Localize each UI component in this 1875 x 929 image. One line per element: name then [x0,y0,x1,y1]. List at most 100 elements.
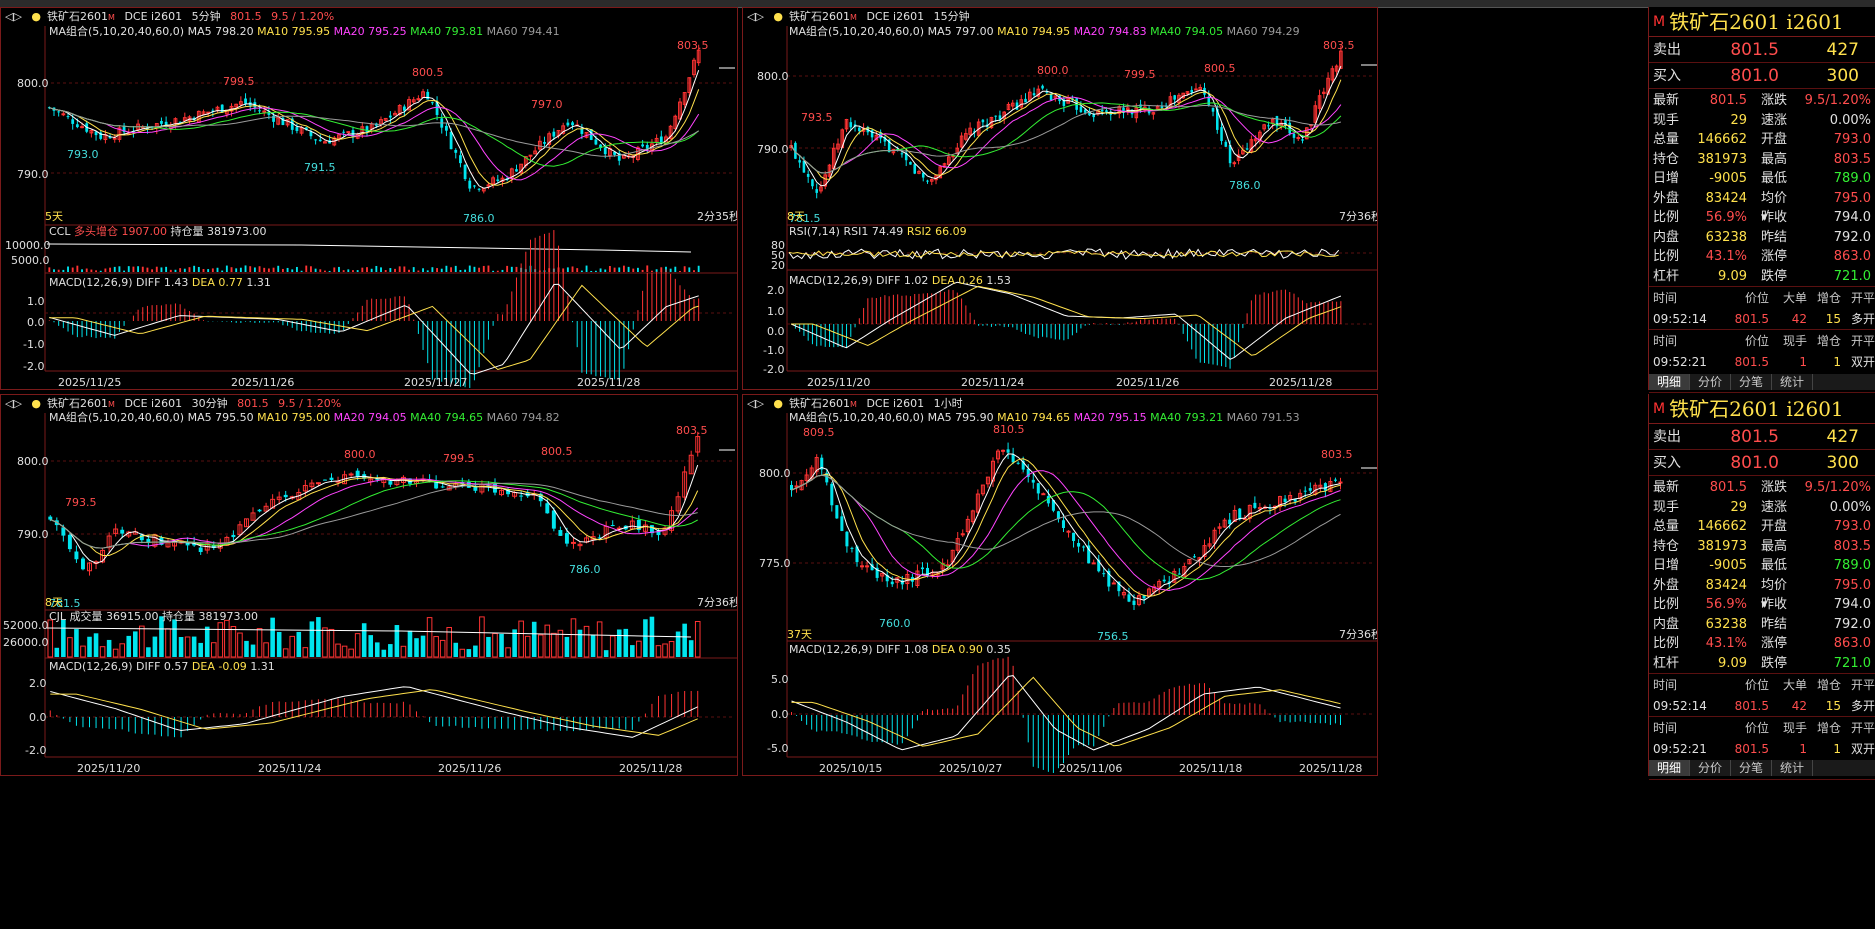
candle-body [434,480,439,489]
ask-row[interactable]: 卖出 801.5 427 [1649,37,1875,63]
symbol-name[interactable]: 铁矿石2601 [47,397,109,410]
ask-row[interactable]: 卖出 801.5 427 [1649,424,1875,450]
chart-panel-1hour[interactable]: ◁▷ ● 铁矿石2601M DCE i2601 1小时 MA组合(5,10,20,… [742,394,1378,776]
tick-time: 09:52:21 [1653,355,1707,369]
ma-title[interactable]: MA组合(5,10,20,40,60,0) [49,411,185,424]
candle-body [1284,119,1287,126]
candle-body [61,527,66,536]
sub-indicator-select[interactable]: CCL [49,225,71,238]
period-select[interactable]: 5分钟 [191,10,221,23]
volume-bar [384,270,387,272]
tick-list[interactable]: 时间 价位 大单 增仓 开平 09:52:14 801.5 42 15 多开 [1649,287,1875,330]
volume-bar [433,636,439,658]
tab-0[interactable]: 明细 [1649,760,1691,776]
candle-body [250,512,256,521]
chart-panel-15min[interactable]: ◁▷ ● 铁矿石2601M DCE i2601 15分钟 MA组合(5,10,20… [742,7,1378,390]
period-select[interactable]: 30分钟 [191,397,228,410]
tab-3[interactable]: 统计 [1772,760,1814,776]
symbol-dot-icon: ● [773,10,784,23]
volume-bar [302,647,309,658]
y-axis-label: 1.0 [27,295,45,308]
candle-body [295,127,299,131]
kline-chart[interactable] [1,8,738,390]
tab-0[interactable]: 明细 [1649,374,1691,390]
candle-body [66,116,70,118]
tick-row[interactable]: 09:52:14 801.5 42 15 多开 [1649,309,1875,329]
kline-chart[interactable] [743,395,1378,776]
volume-bar [643,619,648,657]
candle-body [342,131,346,133]
bid-row[interactable]: 买入 801.0 300 [1649,63,1875,89]
symbol-name[interactable]: 铁矿石2601 [47,10,109,23]
ma-title[interactable]: MA组合(5,10,20,40,60,0) [789,411,925,424]
candle-body [1041,85,1044,89]
y-axis-label: 790.0 [17,168,49,181]
ask-volume: 427 [1826,427,1859,447]
volume-bar [210,642,217,658]
candle-body [675,496,681,512]
candle-body [164,121,168,127]
volume-bar [446,627,452,658]
ma-title[interactable]: MA组合(5,10,20,40,60,0) [49,25,185,38]
tick-row[interactable]: 09:52:21 801.5 1 1 双开 [1649,352,1875,372]
macd-select[interactable]: MACD(12,26,9) [789,274,873,287]
candle-body [1105,110,1108,113]
tick-column-header: 时间 [1653,678,1678,692]
kline-chart[interactable] [1,395,738,776]
candle-body [1232,162,1237,165]
candle-body [858,127,861,132]
last-price: 801.5 [237,397,269,410]
ma20-value: MA20 794.83 [1073,25,1147,38]
stat-value: 792.0 [1833,229,1871,245]
macd-select[interactable]: MACD(12,26,9) [789,643,873,656]
candle-body [1092,114,1095,118]
stat-label[interactable]: 均价▾ [1761,190,1788,226]
tab-3[interactable]: 统计 [1772,374,1814,390]
candle-body [1267,125,1270,127]
stat-label[interactable]: 均价▾ [1761,577,1788,613]
candle-body [636,519,641,531]
candle-body [113,528,119,534]
tab-2[interactable]: 分笔 [1731,760,1773,776]
candle-body [1211,107,1215,112]
symbol-name[interactable]: 铁矿石2601 [789,397,851,410]
candle-body [299,127,304,134]
stat-value: 792.0 [1833,616,1871,632]
candle-body [649,525,654,534]
ma-title[interactable]: MA组合(5,10,20,40,60,0) [789,25,925,38]
chart-panel-30min[interactable]: ◁▷ ● 铁矿石2601M DCE i2601 30分钟 801.5 9.5 / … [0,394,738,776]
panel-menu-icon[interactable]: ◁▷ [747,10,764,23]
candle-body [921,172,925,178]
rsi-select[interactable]: RSI(7,14) [789,225,840,238]
chart-panel-5min[interactable]: ◁▷ ● 铁矿石2601M DCE i2601 5分钟 801.5 9.5 / 1… [0,7,738,390]
volume-bar [333,267,336,272]
symbol-name[interactable]: 铁矿石2601 [789,10,851,23]
panel-menu-icon[interactable]: ◁▷ [747,397,764,410]
volume-bar [202,269,205,272]
tick-row[interactable]: 09:52:14 801.5 42 15 多开 [1649,696,1875,716]
period-select[interactable]: 15分钟 [933,10,970,23]
kline-chart[interactable] [743,8,1378,390]
sub-indicator-select[interactable]: CJL [49,610,67,623]
bid-row[interactable]: 买入 801.0 300 [1649,450,1875,476]
date-label: 2025/11/20 [807,376,871,389]
tab-1[interactable]: 分价 [1690,760,1732,776]
candle-body [970,510,975,523]
candle-body [178,121,182,123]
tab-1[interactable]: 分价 [1690,374,1732,390]
tick-list[interactable]: 时间 价位 大单 增仓 开平 09:52:14 801.5 42 15 多开 [1649,674,1875,717]
candle-body [1036,483,1040,494]
tick-row[interactable]: 09:52:21 801.5 1 1 双开 [1649,739,1875,759]
volume-bar [341,645,348,658]
macd-select[interactable]: MACD(12,26,9) [49,660,133,673]
candle-body [473,485,478,491]
period-select[interactable]: 1小时 [933,397,963,410]
candle-body [276,496,282,500]
panel-menu-icon[interactable]: ◁▷ [5,397,22,410]
panel-menu-icon[interactable]: ◁▷ [5,10,22,23]
candle-body [89,130,94,134]
volume-bar [688,267,691,272]
macd-select[interactable]: MACD(12,26,9) [49,276,133,289]
volume-bar [328,628,335,658]
tab-2[interactable]: 分笔 [1731,374,1773,390]
